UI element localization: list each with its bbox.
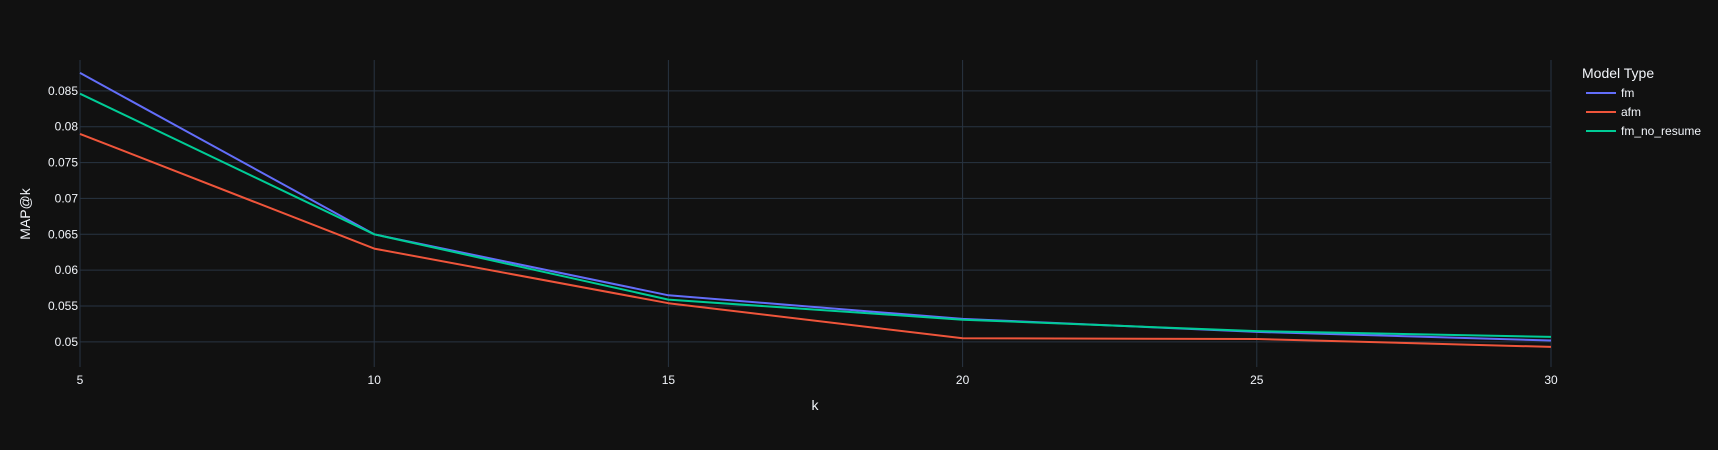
x-tick-label: 25: [1250, 373, 1264, 387]
y-tick-label: 0.05: [55, 335, 79, 349]
x-axis-ticks: 5 10 15 20 25 30: [77, 373, 1558, 387]
legend-items: fm afm fm_no_resume: [1586, 86, 1701, 138]
y-tick-label: 0.08: [55, 120, 79, 134]
x-tick-label: 15: [662, 373, 676, 387]
series-lines: [79, 72, 1552, 348]
legend-title: Model Type: [1582, 65, 1654, 81]
x-tick-label: 20: [956, 373, 970, 387]
x-tick-label: 5: [77, 373, 84, 387]
y-tick-label: 0.065: [48, 227, 78, 241]
x-tick-label: 10: [368, 373, 382, 387]
grid: [79, 60, 1552, 367]
series-line-fm_no_resume: [79, 92, 1552, 338]
x-tick-label: 30: [1544, 373, 1558, 387]
y-tick-label: 0.055: [48, 299, 78, 313]
y-tick-label: 0.075: [48, 156, 78, 170]
y-tick-label: 0.085: [48, 84, 78, 98]
y-tick-label: 0.07: [55, 191, 79, 205]
y-tick-label: 0.06: [55, 263, 79, 277]
legend-label-fm_no_resume[interactable]: fm_no_resume: [1621, 124, 1701, 138]
legend-label-afm[interactable]: afm: [1621, 105, 1641, 119]
legend: Model Type fm afm fm_no_resume: [1582, 65, 1701, 138]
x-axis-title: k: [812, 397, 820, 413]
series-line-fm: [79, 72, 1552, 342]
legend-label-fm[interactable]: fm: [1621, 86, 1634, 100]
y-axis-ticks: 0.05 0.055 0.06 0.065 0.07 0.075 0.08 0.085: [48, 84, 78, 349]
y-axis-title: MAP@k: [17, 187, 33, 240]
series-line-afm: [79, 132, 1552, 348]
